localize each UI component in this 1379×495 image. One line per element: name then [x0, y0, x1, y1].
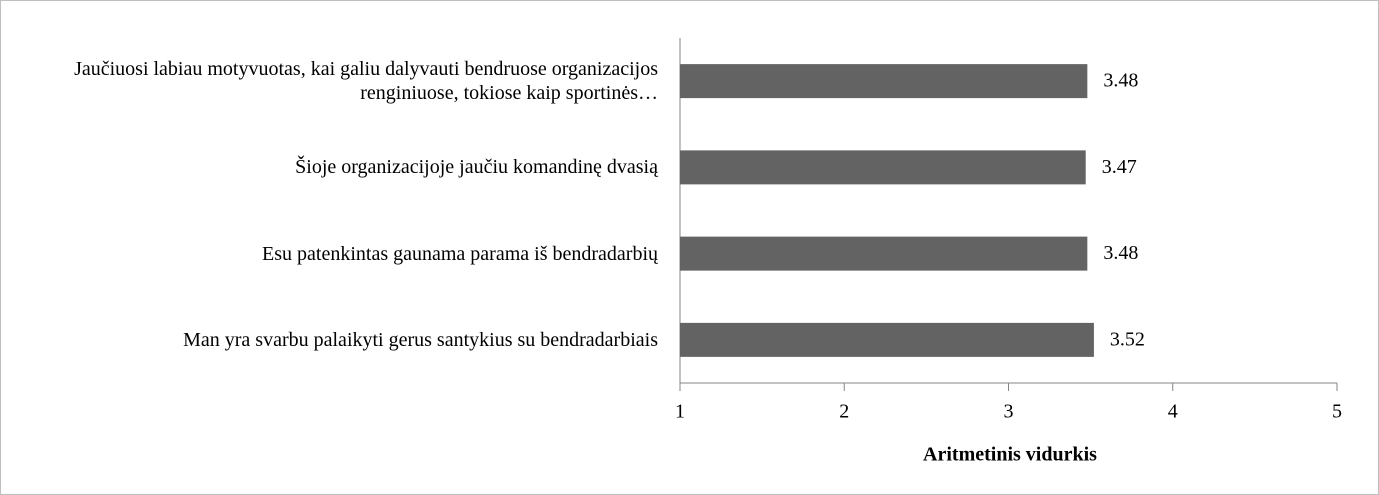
y-tick-label: Jaučiuosi labiau motyvuotas, kai galiu d…	[74, 58, 658, 105]
x-axis-title: Aritmetinis vidurkis	[923, 444, 1097, 466]
bar	[680, 150, 1086, 185]
x-tick-label: 2	[839, 401, 849, 423]
x-tick-label: 5	[1332, 401, 1342, 423]
y-tick-label: Esu patenkintas gaunama parama iš bendra…	[262, 242, 658, 265]
value-label: 3.48	[1103, 242, 1138, 264]
x-tick-label: 4	[1168, 401, 1178, 423]
value-label: 3.47	[1102, 156, 1137, 178]
value-label: 3.48	[1103, 70, 1138, 92]
y-tick-label: Man yra svarbu palaikyti gerus santykius…	[183, 328, 658, 351]
value-label: 3.52	[1110, 328, 1145, 350]
bar	[680, 322, 1094, 357]
x-tick-label: 1	[675, 401, 685, 423]
bar	[680, 236, 1088, 271]
y-tick-label: Šioje organizacijoje jaučiu komandinę dv…	[295, 156, 658, 179]
x-tick-label: 3	[1004, 401, 1014, 423]
bar	[680, 64, 1088, 99]
